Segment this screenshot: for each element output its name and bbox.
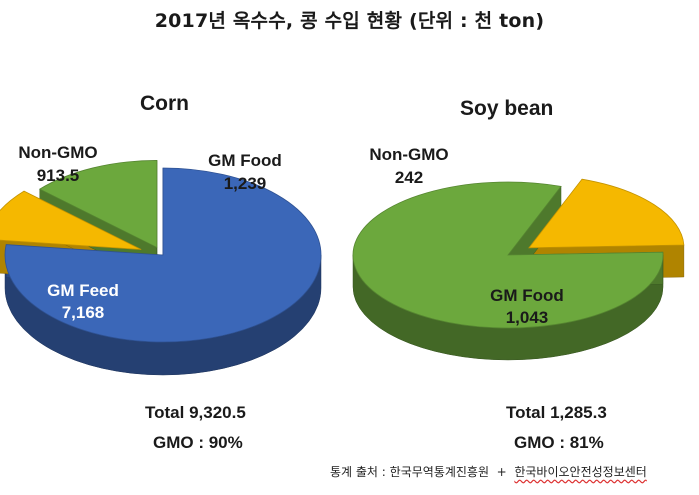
page-title: 2017년 옥수수, 콩 수입 현황 (단위 : 천 ton) (154, 10, 545, 32)
corn-chart-title: Corn (140, 92, 189, 115)
source-label: 통계 출처 : (330, 465, 390, 479)
corn-gm-feed-label: GM Feed (47, 281, 119, 300)
soybean-total: Total 1,285.3 (506, 403, 607, 422)
corn-total: Total 9,320.5 (145, 403, 246, 422)
corn-slice-non-gmo (0, 190, 142, 250)
soybean-non-gmo-label: Non-GMO (369, 145, 448, 164)
corn-gm-food-value: 1,239 (224, 174, 267, 193)
soybean-non-gmo-value: 242 (395, 168, 423, 187)
soybean-pie (352, 178, 685, 361)
corn-slice-gm-feed (4, 167, 322, 343)
corn-gmo-ratio: GMO : 90% (153, 433, 243, 452)
source-org-2: 한국바이오안전성정보센터 (514, 465, 647, 479)
soybean-summary: Total 1,285.3 GMO : 81% (506, 398, 607, 458)
soybean-gm-food-value: 1,043 (506, 308, 549, 327)
corn-gm-food-label: GM Food (208, 151, 282, 170)
corn-gm-feed-value: 7,168 (62, 303, 105, 322)
soybean-gmo-ratio: GMO : 81% (514, 433, 604, 452)
source-note: 통계 출처 : 한국무역통계진흥원 + 한국바이오안전성정보센터 (330, 463, 647, 480)
corn-non-gmo-label: Non-GMO (18, 143, 97, 162)
soybean-gm-food-label: GM Food (490, 286, 564, 305)
corn-non-gmo-value: 913.5 (37, 166, 80, 185)
soybean-chart-title: Soy bean (460, 97, 554, 120)
soybean-slice-gm-food (352, 181, 664, 329)
corn-slice-gm-food (38, 160, 158, 249)
corn-pie (0, 160, 322, 376)
source-joiner: + (489, 465, 515, 479)
soybean-slice-non-gmo (528, 178, 685, 249)
corn-summary: Total 9,320.5 GMO : 90% (145, 398, 246, 458)
source-org-1: 한국무역통계진흥원 (389, 465, 490, 479)
